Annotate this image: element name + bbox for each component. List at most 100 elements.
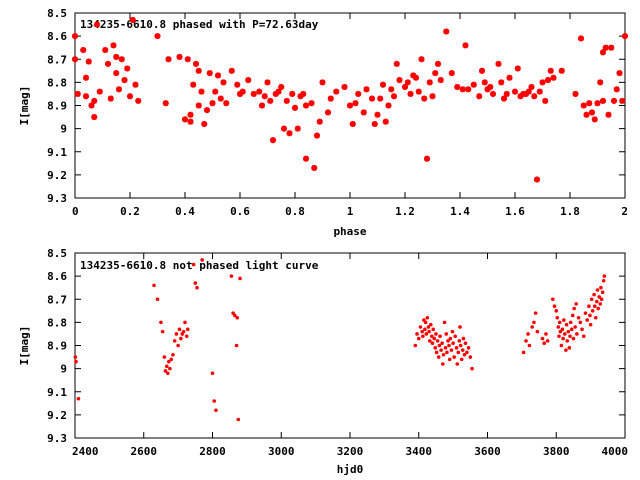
data-point-marker (175, 52, 184, 61)
data-point-marker (104, 59, 112, 68)
data-point-marker (470, 366, 474, 371)
data-point-marker (76, 396, 81, 401)
data-point-marker (588, 322, 593, 327)
data-point-marker (115, 85, 123, 94)
data-point-marker (185, 327, 190, 332)
data-point-marker (112, 69, 121, 78)
data-point-marker (348, 120, 357, 128)
y-axis-label: I[mag] (18, 86, 31, 126)
plot-frame (74, 252, 626, 439)
data-point-marker (458, 325, 462, 329)
data-point-marker (511, 87, 519, 96)
data-point-marker (566, 329, 571, 334)
data-point-marker (412, 73, 420, 82)
data-point-marker (556, 325, 561, 329)
x-tick-label: 1.2 (395, 205, 415, 218)
data-point-marker (562, 318, 566, 322)
y-tick-label: 9.2 (47, 409, 67, 422)
data-point-marker (423, 320, 428, 325)
data-point-marker (263, 78, 272, 87)
data-point-marker (420, 94, 429, 103)
data-point-marker (458, 343, 463, 348)
data-point-marker (191, 262, 196, 267)
data-point-marker (569, 327, 574, 332)
data-point-marker (211, 87, 220, 96)
data-point-marker (93, 20, 101, 29)
y-tick-label: 8.8 (47, 316, 67, 329)
data-point-marker (593, 99, 602, 108)
data-point-marker (186, 110, 195, 119)
data-point-marker (464, 85, 473, 94)
data-point-marker (480, 78, 489, 87)
data-point-marker (381, 117, 390, 126)
data-point-marker (561, 336, 565, 341)
data-point-marker (229, 274, 234, 278)
data-point-marker (571, 89, 580, 98)
data-point-marker (210, 371, 215, 376)
data-point-marker (595, 299, 599, 304)
data-point-marker (431, 69, 440, 78)
data-point-marker (387, 85, 396, 94)
data-point-marker (585, 318, 589, 322)
data-point-marker (101, 46, 110, 54)
data-point-marker (599, 285, 603, 290)
data-point-marker (560, 327, 565, 332)
data-point-marker (599, 96, 607, 105)
data-point-marker (155, 297, 160, 302)
data-point-marker (621, 32, 629, 41)
x-tick-label: 3800 (543, 445, 570, 458)
data-point-marker (612, 85, 621, 94)
x-tick-label: 1 (347, 205, 354, 218)
x-tick-label: 0.6 (230, 205, 250, 218)
data-point-marker (214, 408, 218, 413)
data-point-marker (604, 110, 613, 119)
data-point-marker (582, 110, 591, 119)
data-point-marker (302, 154, 310, 163)
data-point-marker (521, 350, 526, 355)
data-point-marker (192, 59, 200, 68)
data-point-marker (313, 131, 321, 140)
data-point-marker (235, 315, 240, 320)
data-point-marker (73, 89, 82, 98)
data-point-marker (244, 76, 253, 85)
data-point-marker (577, 34, 585, 43)
data-point-marker (417, 55, 426, 64)
data-point-marker (601, 278, 606, 283)
data-point-marker (505, 73, 514, 82)
data-point-marker (186, 117, 195, 126)
data-point-marker (307, 99, 316, 108)
data-point-marker (164, 55, 173, 64)
data-point-marker (152, 283, 156, 288)
data-point-marker (280, 124, 288, 133)
data-point-marker (545, 339, 550, 343)
data-point-marker (538, 78, 547, 87)
data-point-marker (434, 332, 438, 336)
data-point-marker (563, 332, 567, 336)
data-point-marker (299, 89, 308, 98)
data-point-marker (486, 83, 495, 91)
data-point-marker (123, 64, 132, 73)
data-point-marker (71, 32, 79, 41)
data-point-marker (502, 89, 511, 98)
x-tick-label: 1.4 (450, 205, 470, 218)
data-point-marker (578, 320, 583, 325)
data-point-marker (618, 96, 627, 105)
data-point-marker (588, 108, 596, 117)
data-point-marker (324, 108, 332, 117)
data-point-marker (162, 355, 167, 359)
data-point-marker (222, 99, 231, 108)
data-point-marker (607, 43, 616, 52)
data-point-marker (153, 32, 162, 41)
data-point-marker (126, 92, 134, 101)
data-point-marker (238, 276, 242, 281)
data-point-marker (168, 366, 172, 371)
data-point-marker (557, 320, 562, 325)
data-point-marker (435, 339, 440, 343)
data-point-marker (193, 281, 198, 285)
data-point-marker (392, 59, 401, 68)
data-point-marker (454, 346, 459, 350)
data-point-marker (160, 329, 165, 334)
data-point-marker (95, 87, 104, 96)
data-point-marker (581, 334, 586, 339)
